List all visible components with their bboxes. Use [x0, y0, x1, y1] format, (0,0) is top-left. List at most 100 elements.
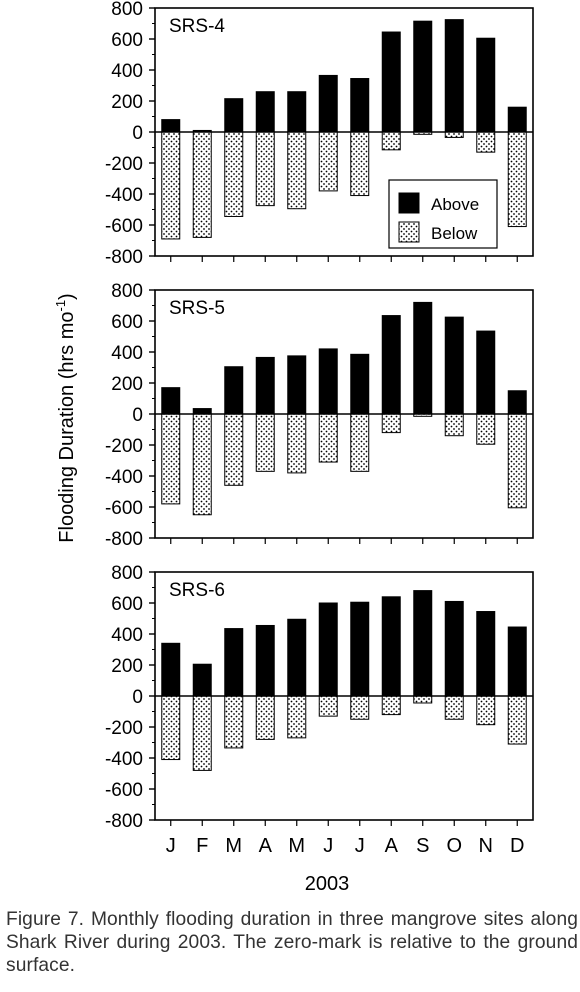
bar-below	[507, 413, 527, 509]
y-tick-label: -400	[105, 467, 143, 488]
bar-above	[318, 74, 338, 133]
y-tick-label: 600	[111, 594, 143, 615]
y-tick-label: 400	[111, 343, 143, 364]
panel-srs-5: 800 600 400 200 0 -200 -400 -600 -800 SRS-5	[105, 281, 534, 550]
bar-above	[161, 387, 181, 415]
y-tick-label: 0	[132, 123, 143, 144]
bar-below	[350, 131, 370, 197]
y-tick-label: -600	[105, 780, 143, 801]
bar-above	[318, 348, 338, 415]
y-tick-label: -400	[105, 185, 143, 206]
bar-above	[413, 301, 433, 415]
bar-above	[350, 353, 370, 415]
bar-below	[476, 695, 496, 726]
x-tick-label: M	[225, 835, 242, 857]
y-tick-label: 200	[111, 656, 143, 677]
bar-below	[507, 131, 527, 228]
y-tick-label: 800	[111, 563, 143, 584]
y-tick-label: -200	[105, 154, 143, 175]
bar-above	[413, 20, 433, 133]
bar-above	[476, 330, 496, 415]
x-axis-label: 2003	[305, 873, 350, 895]
bar-above	[161, 119, 181, 133]
x-tick-label: S	[416, 835, 429, 857]
x-tick-label: J	[166, 835, 176, 857]
bar-above	[350, 78, 370, 133]
bar-below	[161, 413, 181, 505]
bar-below	[350, 413, 370, 472]
bar-below	[255, 695, 275, 740]
bar-below	[224, 131, 244, 217]
bar-above	[224, 98, 244, 133]
bar-below	[287, 695, 307, 739]
bar-above	[255, 356, 275, 415]
y-tick-label: -800	[105, 247, 143, 268]
bar-below	[287, 413, 307, 474]
bar-above	[350, 601, 370, 697]
bar-above	[507, 390, 527, 415]
bar-above	[476, 611, 496, 697]
panel-title: SRS-5	[169, 298, 225, 319]
bar-below	[444, 131, 464, 138]
x-tick-label: O	[446, 835, 462, 857]
y-tick-label: 0	[132, 687, 143, 708]
bar-below	[476, 131, 496, 153]
x-tick-label: J	[355, 835, 365, 857]
bar-above	[444, 316, 464, 415]
bar-above	[318, 602, 338, 697]
bar-above	[507, 626, 527, 697]
bar-above	[255, 91, 275, 133]
y-tick-label: -600	[105, 216, 143, 237]
x-tick-label: J	[323, 835, 333, 857]
bar-above	[287, 355, 307, 415]
bar-below	[255, 413, 275, 472]
y-axis-label-superscript: -1	[53, 300, 68, 312]
chart-svg: 800 600 400 200 0 -200 -400 -600 -800 SRS-4 Above B…	[53, 0, 534, 895]
bar-below	[444, 413, 464, 437]
bar-above	[444, 600, 464, 697]
x-tick-label: N	[479, 835, 493, 857]
bar-below	[161, 131, 181, 240]
bar-below	[318, 695, 338, 717]
bar-above	[255, 624, 275, 697]
y-tick-label: 800	[111, 0, 143, 20]
bar-below	[507, 695, 527, 745]
bar-above	[224, 628, 244, 697]
bar-above	[192, 663, 212, 697]
y-tick-label: 400	[111, 61, 143, 82]
bar-below	[255, 131, 275, 207]
y-tick-label: 600	[111, 30, 143, 51]
y-tick-label: 0	[132, 405, 143, 426]
bar-below	[287, 131, 307, 210]
bar-above	[381, 315, 401, 415]
panel-title: SRS-6	[169, 580, 225, 601]
bar-below	[444, 695, 464, 720]
bar-below	[192, 131, 212, 238]
bar-below	[318, 413, 338, 463]
y-tick-label: 200	[111, 374, 143, 395]
bar-below	[413, 695, 433, 704]
bar-below	[381, 695, 401, 716]
bar-above	[381, 596, 401, 697]
x-tick-label: M	[288, 835, 305, 857]
y-tick-label: 200	[111, 92, 143, 113]
panel-srs-4: 800 600 400 200 0 -200 -400 -600 -800 SRS-4 Above B…	[105, 0, 534, 268]
y-tick-label: -200	[105, 718, 143, 739]
bar-below	[381, 131, 401, 151]
bar-below	[224, 413, 244, 486]
bar-below	[192, 695, 212, 771]
x-tick-label: A	[385, 835, 399, 857]
legend-label-below: Below	[431, 224, 478, 243]
bar-above	[287, 91, 307, 133]
bar-above	[413, 590, 433, 697]
figure: 800 600 400 200 0 -200 -400 -600 -800 SRS-4 Above B…	[53, 0, 534, 895]
bar-above	[444, 19, 464, 133]
y-tick-label: -800	[105, 529, 143, 550]
y-tick-label: -600	[105, 498, 143, 519]
bar-above	[476, 37, 496, 133]
bar-below	[192, 413, 212, 516]
figure-caption: Figure 7. Monthly flooding duration in t…	[6, 909, 578, 976]
bar-below	[318, 131, 338, 192]
bar-below	[476, 413, 496, 445]
y-tick-label: -200	[105, 436, 143, 457]
